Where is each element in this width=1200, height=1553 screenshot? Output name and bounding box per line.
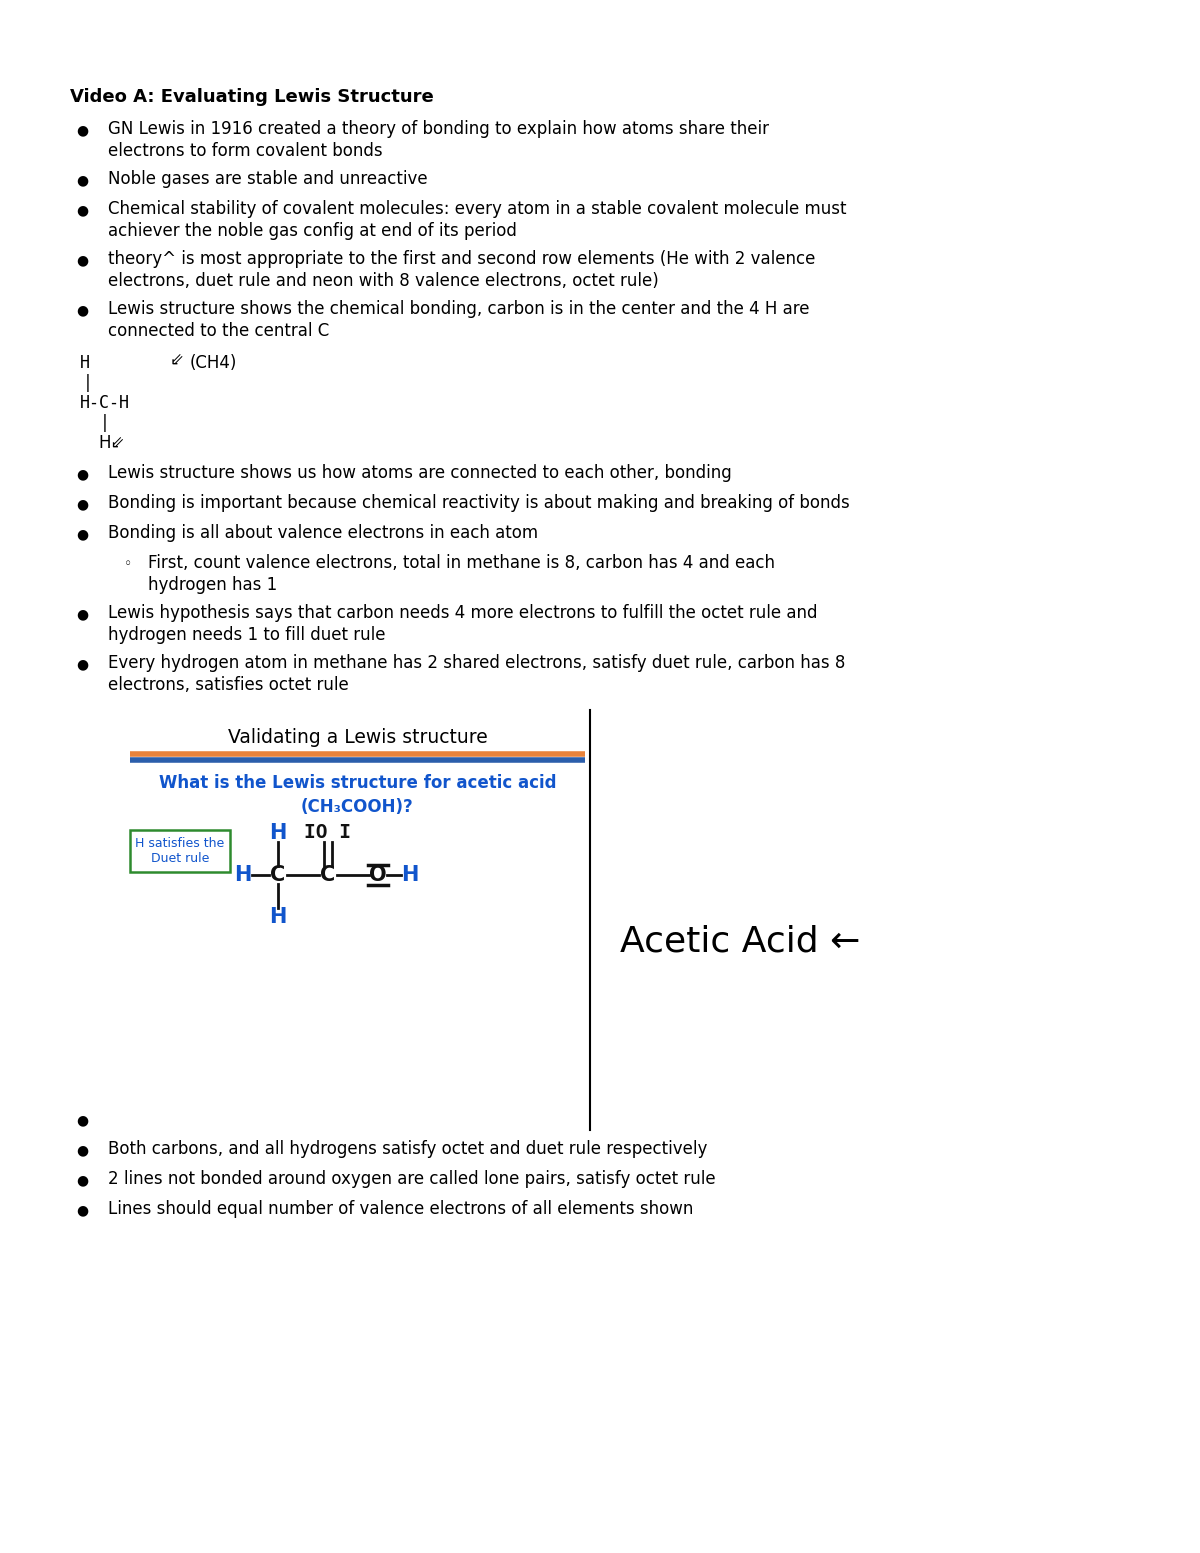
Text: C: C [270, 865, 286, 885]
Text: ●: ● [76, 526, 88, 540]
Text: ●: ● [76, 1173, 88, 1186]
Text: H: H [234, 865, 252, 885]
Text: 2 lines not bonded around oxygen are called lone pairs, satisfy octet rule: 2 lines not bonded around oxygen are cal… [108, 1169, 715, 1188]
Text: (CH₃COOH)?: (CH₃COOH)? [301, 798, 414, 815]
Text: |: | [83, 374, 94, 391]
FancyBboxPatch shape [130, 829, 230, 871]
Text: First, count valence electrons, total in methane is 8, carbon has 4 and each: First, count valence electrons, total in… [148, 554, 775, 572]
Text: Every hydrogen atom in methane has 2 shared electrons, satisfy duet rule, carbon: Every hydrogen atom in methane has 2 sha… [108, 654, 845, 672]
Text: electrons, satisfies octet rule: electrons, satisfies octet rule [108, 676, 349, 694]
Text: Video A: Evaluating Lewis Structure: Video A: Evaluating Lewis Structure [70, 89, 433, 106]
Text: H⇙: H⇙ [98, 433, 125, 452]
Text: ●: ● [76, 203, 88, 217]
Text: hydrogen needs 1 to fill duet rule: hydrogen needs 1 to fill duet rule [108, 626, 385, 644]
Text: H: H [401, 865, 419, 885]
Text: IO I: IO I [305, 823, 352, 842]
Text: Lines should equal number of valence electrons of all elements shown: Lines should equal number of valence ele… [108, 1200, 694, 1218]
Text: connected to the central C: connected to the central C [108, 321, 329, 340]
Text: What is the Lewis structure for acetic acid: What is the Lewis structure for acetic a… [158, 773, 557, 792]
Text: C: C [320, 865, 336, 885]
Text: ●: ● [76, 253, 88, 267]
Text: Validating a Lewis structure: Validating a Lewis structure [228, 728, 487, 747]
Text: ●: ● [76, 172, 88, 186]
Text: ⇙: ⇙ [170, 353, 184, 370]
Text: ◦: ◦ [124, 558, 132, 572]
Text: electrons, duet rule and neon with 8 valence electrons, octet rule): electrons, duet rule and neon with 8 val… [108, 272, 659, 290]
Text: ●: ● [76, 467, 88, 481]
Text: Lewis structure shows the chemical bonding, carbon is in the center and the 4 H : Lewis structure shows the chemical bondi… [108, 300, 810, 318]
Text: Bonding is important because chemical reactivity is about making and breaking of: Bonding is important because chemical re… [108, 494, 850, 512]
Text: Bonding is all about valence electrons in each atom: Bonding is all about valence electrons i… [108, 523, 538, 542]
Text: Acetic Acid ←: Acetic Acid ← [620, 926, 860, 960]
Text: H: H [80, 354, 90, 373]
Text: hydrogen has 1: hydrogen has 1 [148, 576, 277, 593]
Text: H satisfies the
Duet rule: H satisfies the Duet rule [136, 837, 224, 865]
Text: ●: ● [76, 497, 88, 511]
Text: ●: ● [76, 657, 88, 671]
Text: Noble gases are stable and unreactive: Noble gases are stable and unreactive [108, 169, 427, 188]
Text: H-C-H: H-C-H [80, 394, 130, 412]
Text: ●: ● [76, 1143, 88, 1157]
Text: H: H [269, 823, 287, 843]
Text: theory^ is most appropriate to the first and second row elements (He with 2 vale: theory^ is most appropriate to the first… [108, 250, 815, 269]
Text: achiever the noble gas config at end of its period: achiever the noble gas config at end of … [108, 222, 517, 241]
Text: ●: ● [76, 303, 88, 317]
Text: GN Lewis in 1916 created a theory of bonding to explain how atoms share their: GN Lewis in 1916 created a theory of bon… [108, 120, 769, 138]
Text: H: H [269, 907, 287, 927]
Text: Chemical stability of covalent molecules: every atom in a stable covalent molecu: Chemical stability of covalent molecules… [108, 200, 846, 217]
Text: ●: ● [76, 1204, 88, 1218]
Text: electrons to form covalent bonds: electrons to form covalent bonds [108, 141, 383, 160]
Text: Lewis structure shows us how atoms are connected to each other, bonding: Lewis structure shows us how atoms are c… [108, 464, 732, 481]
Text: Lewis hypothesis says that carbon needs 4 more electrons to fulfill the octet ru: Lewis hypothesis says that carbon needs … [108, 604, 817, 623]
Text: ●: ● [76, 123, 88, 137]
Text: |: | [100, 415, 110, 432]
Text: Both carbons, and all hydrogens satisfy octet and duet rule respectively: Both carbons, and all hydrogens satisfy … [108, 1140, 707, 1159]
Text: O: O [370, 865, 386, 885]
Text: (CH4): (CH4) [190, 354, 238, 373]
Text: ●: ● [76, 1114, 88, 1127]
Text: ●: ● [76, 607, 88, 621]
